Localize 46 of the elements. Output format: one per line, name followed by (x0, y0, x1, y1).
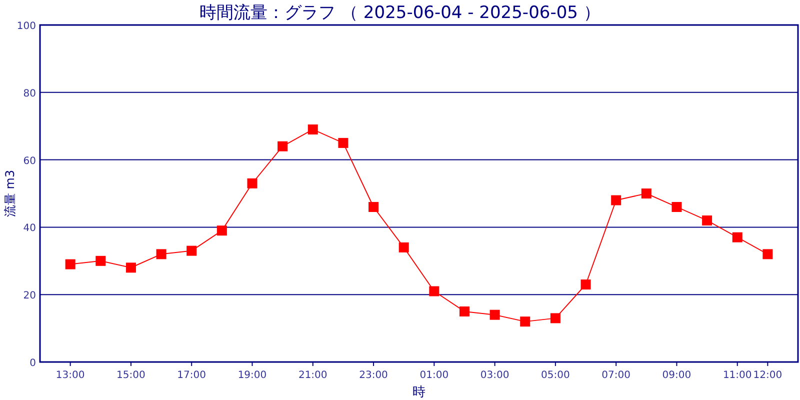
x-tick-label: 07:00 (602, 370, 630, 381)
x-tick-label: 23:00 (359, 370, 388, 381)
point (611, 195, 622, 206)
point (247, 178, 258, 188)
x-tick-label: 19:00 (238, 370, 267, 381)
y-tick-label: 40 (23, 223, 36, 234)
y-tick-label: 80 (23, 88, 36, 100)
point (762, 249, 773, 260)
y-axis-title: 流量 m3 (3, 170, 17, 218)
point (429, 286, 440, 296)
chart-title: 時間流量：グラフ （ 2025-06-04 - 2025-06-05 ） (200, 3, 600, 23)
point (490, 310, 500, 320)
x-tick-label: 12:00 (753, 370, 782, 381)
point (732, 232, 742, 242)
point (550, 313, 560, 324)
x-tick-label: 17:00 (177, 370, 206, 381)
point (308, 124, 318, 134)
x-tick-label: 09:00 (662, 370, 692, 381)
x-tick-label: 11:00 (722, 370, 752, 381)
point (398, 242, 409, 252)
y-tick-label: 20 (23, 290, 36, 302)
y-tick-label: 0 (30, 358, 36, 369)
point (702, 215, 712, 226)
point (156, 249, 166, 260)
point (126, 262, 136, 273)
x-tick-label: 03:00 (480, 370, 510, 381)
y-tick-label: 100 (16, 21, 36, 32)
x-tick-label: 13:00 (56, 370, 85, 381)
x-tick-label: 21:00 (298, 370, 328, 381)
point (459, 306, 470, 316)
point (672, 202, 682, 212)
x-axis-title: 時 (412, 385, 426, 400)
point (338, 138, 348, 148)
x-tick-label: 05:00 (541, 370, 570, 381)
point (216, 226, 227, 236)
x-tick-label: 01:00 (420, 370, 449, 381)
point (186, 246, 197, 256)
point (641, 188, 652, 198)
point (368, 202, 379, 212)
point (278, 141, 288, 152)
point (65, 259, 76, 270)
point (520, 316, 530, 327)
x-tick-label: 15:00 (116, 370, 146, 381)
point (96, 256, 106, 266)
point (580, 279, 591, 290)
y-tick-label: 60 (23, 156, 36, 167)
